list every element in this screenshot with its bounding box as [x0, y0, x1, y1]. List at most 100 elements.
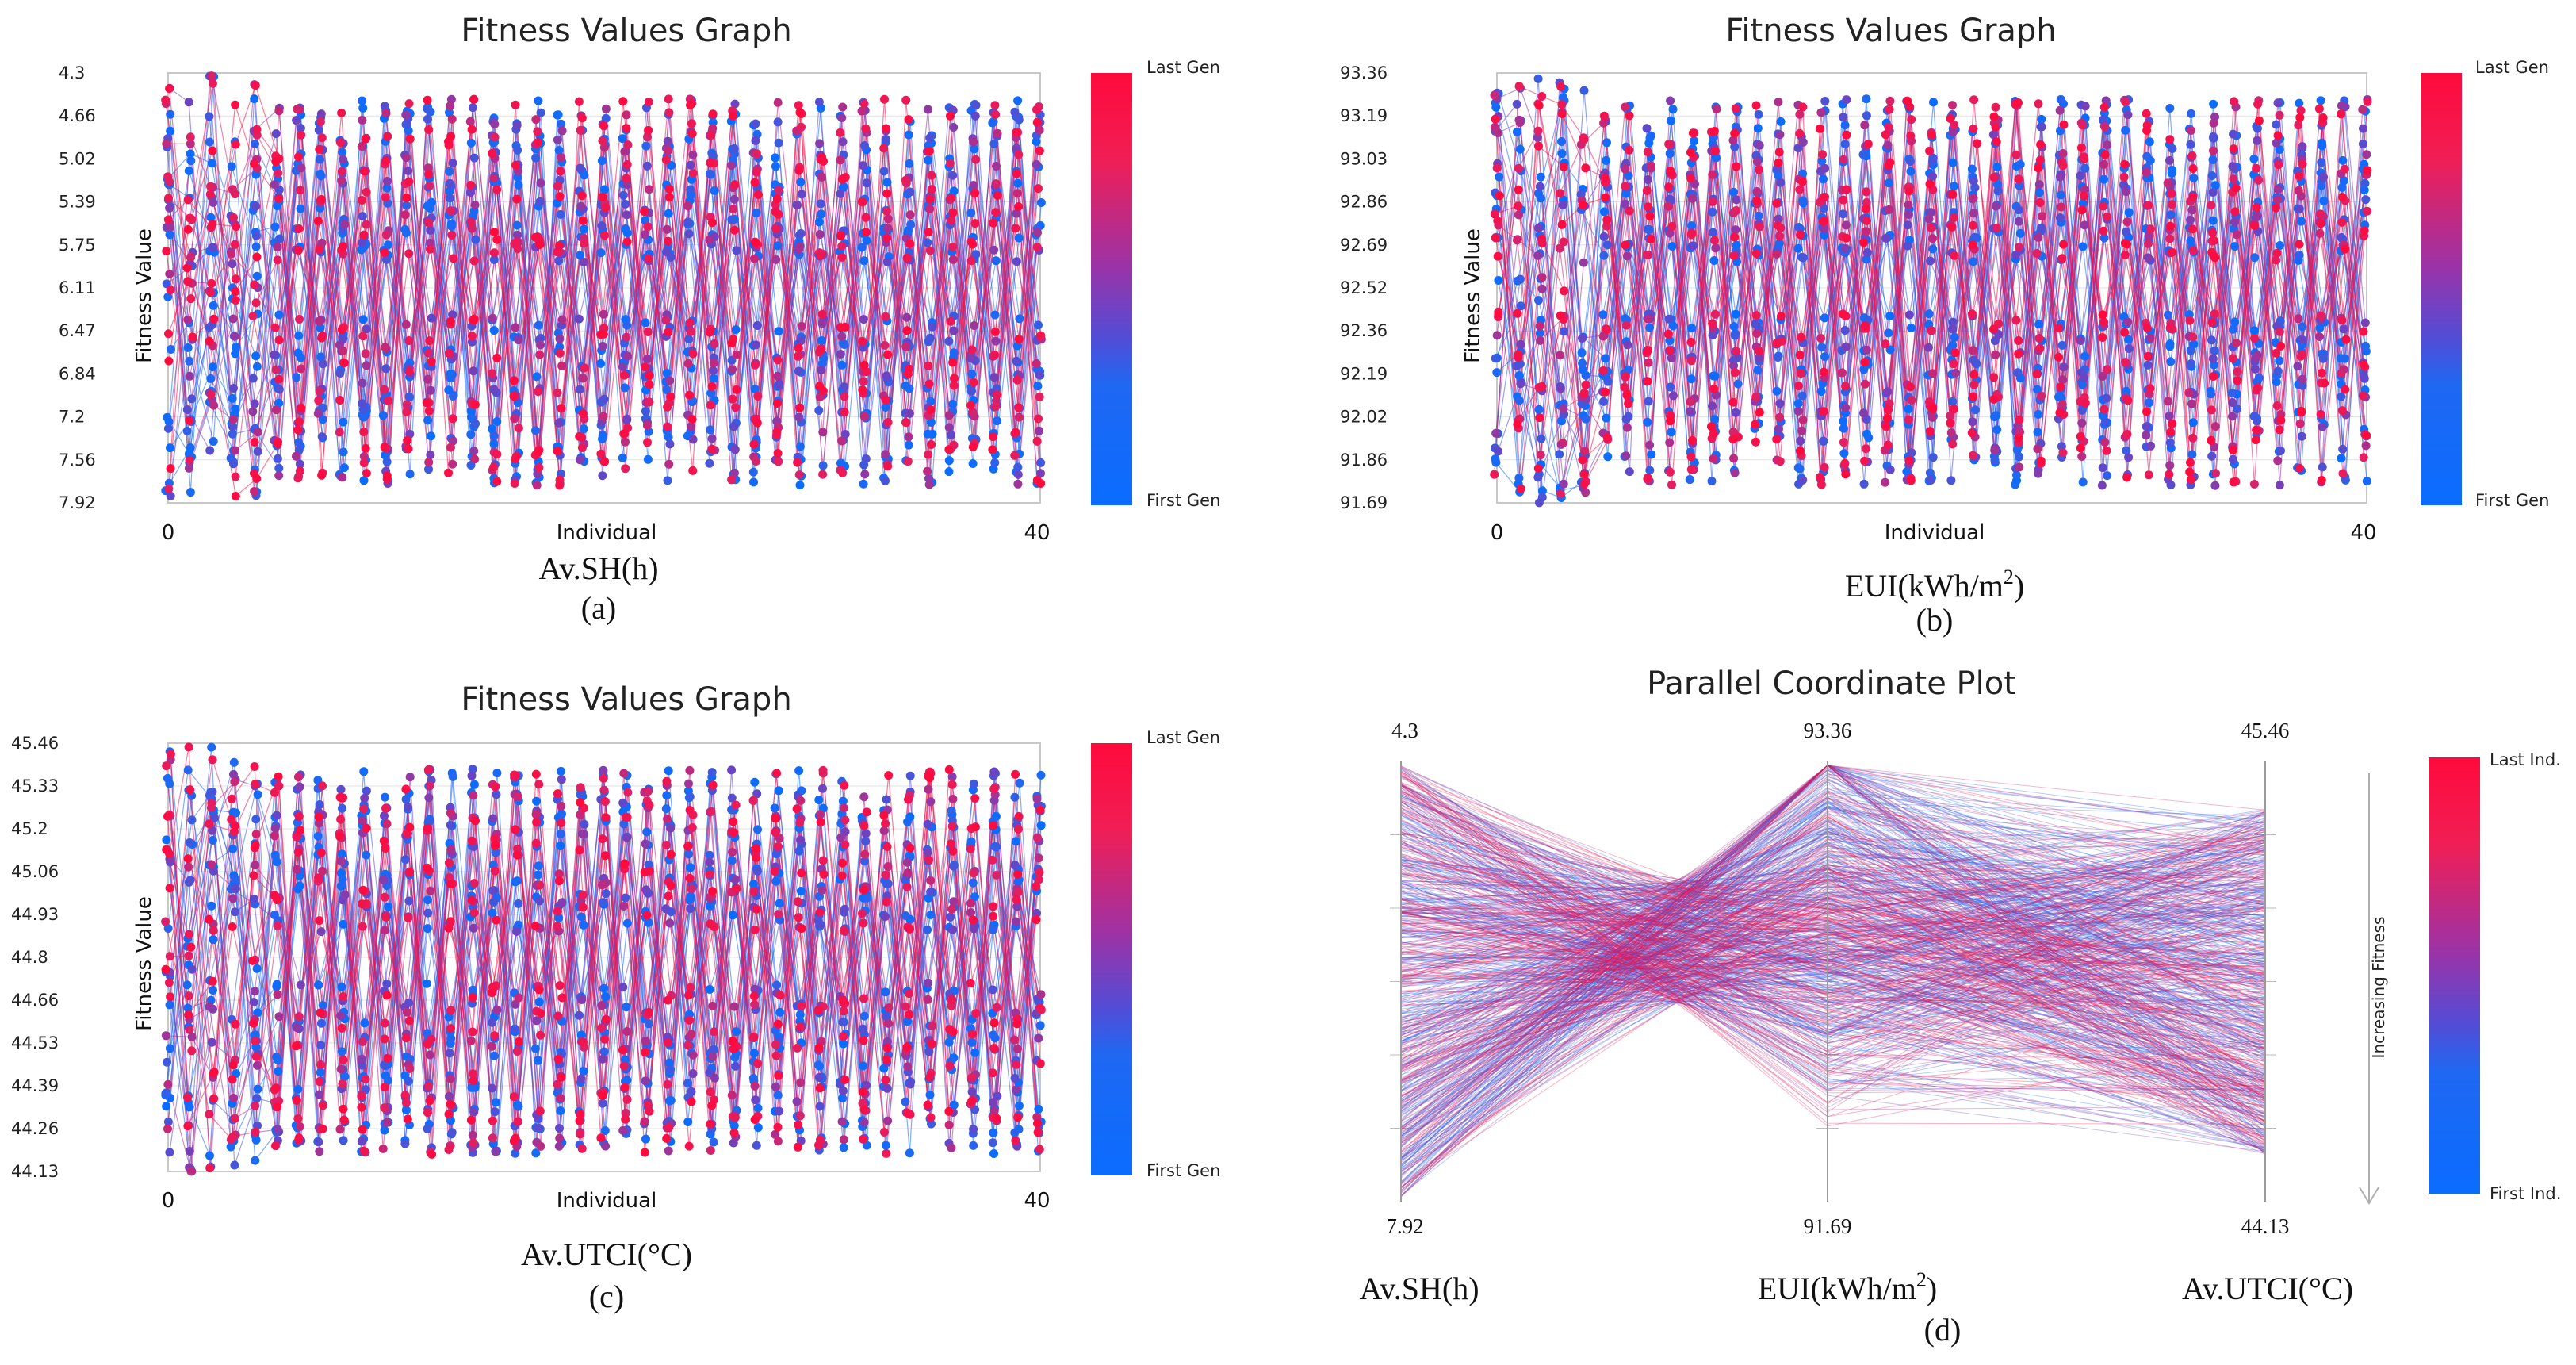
panel-a-point — [750, 237, 760, 247]
panel-b-point — [1664, 314, 1674, 324]
panel-b-point — [1624, 171, 1633, 181]
panel-c-point — [426, 886, 435, 895]
panel-c-point — [619, 769, 629, 778]
panel-a-point — [838, 137, 848, 147]
panel-a-point — [818, 461, 828, 470]
panel-b-point — [1969, 209, 1978, 218]
panel-b-point — [2337, 101, 2346, 110]
panel-b-point — [1798, 253, 1808, 263]
panel-b-point — [1600, 173, 1610, 182]
panel-c-point — [770, 803, 779, 813]
panel-a-point — [817, 319, 827, 328]
panel-c-point — [510, 770, 519, 780]
panel-c-point — [750, 1000, 760, 1009]
panel-c-point — [642, 827, 652, 837]
panel-a-point — [904, 432, 913, 442]
panel-a-point — [861, 454, 871, 463]
panel-a-point — [1032, 436, 1042, 446]
panel-b-point — [1928, 153, 1938, 163]
panel-b-point — [2098, 333, 2107, 342]
panel-b-point — [2253, 124, 2262, 133]
panel-c-point — [444, 1091, 454, 1101]
panel-c-point — [859, 792, 869, 802]
panel-c-point — [837, 1117, 847, 1126]
panel-b-point — [2252, 163, 2261, 173]
panel-b-point — [1992, 201, 2000, 211]
panel-a-point — [1032, 243, 1042, 251]
panel-b-point — [1967, 428, 1977, 438]
panel-c-point — [340, 890, 350, 899]
panel-a-point — [182, 263, 192, 273]
panel-b-point — [2274, 160, 2283, 170]
panel-c-point — [750, 777, 760, 787]
panel-c-point — [946, 912, 955, 922]
panel-a-colorbar — [1091, 73, 1132, 505]
panel-b-point — [2228, 454, 2237, 464]
panel-b-point — [1839, 438, 1848, 447]
panel-a-point — [317, 333, 327, 343]
panel-b-point — [1993, 186, 2003, 196]
panel-c-point — [989, 1149, 998, 1158]
panel-a-point — [686, 422, 695, 431]
panel-a-point — [250, 399, 259, 408]
panel-c-point — [336, 784, 346, 794]
panel-b-point — [2144, 231, 2153, 240]
panel-a-point — [817, 172, 826, 182]
panel-b-point — [2188, 433, 2198, 443]
panel-a-point — [444, 140, 454, 150]
panel-b-point — [1731, 104, 1740, 113]
panel-b-point — [1862, 345, 1871, 355]
panel-b-point — [2032, 385, 2042, 394]
panel-b-point — [1579, 133, 1588, 143]
panel-c-point — [969, 779, 978, 788]
panel-c-point — [469, 1138, 478, 1148]
panel-a-point — [948, 208, 958, 217]
panel-b-point — [1622, 423, 1632, 432]
panel-b-point — [2142, 167, 2151, 177]
panel-b-point — [2297, 431, 2306, 441]
panel-a-point — [1012, 189, 1022, 198]
panel-a-point — [794, 366, 803, 376]
panel-a-point — [862, 178, 871, 188]
panel-b-point — [1514, 353, 1523, 362]
panel-b-point — [2101, 96, 2111, 105]
panel-a-point — [927, 185, 936, 194]
panel-a-point — [186, 149, 195, 159]
panel-b-point — [2254, 116, 2264, 125]
panel-b-point — [2123, 396, 2133, 405]
panel-a-point — [294, 331, 304, 340]
panel-c-point — [423, 765, 433, 775]
panel-c-point — [293, 847, 303, 857]
panel-a-point — [270, 350, 279, 359]
panel-c-point — [948, 795, 958, 803]
panel-b-point — [2316, 409, 2325, 419]
panel-a-point — [404, 99, 414, 109]
panel-a-point — [840, 408, 849, 417]
panel-c-point — [859, 1105, 869, 1114]
panel-b-point — [1820, 313, 1829, 323]
panel-a-point — [729, 205, 738, 213]
panel-c-point — [969, 924, 978, 934]
panel-b-point — [2036, 456, 2046, 466]
panel-b-ytick-label: 92.19 — [1340, 364, 1388, 383]
panel-b-point — [2361, 441, 2371, 451]
panel-a-point — [881, 134, 890, 144]
panel-c-point — [817, 885, 827, 895]
panel-a-colorbar-bottom: First Gen — [1146, 491, 1220, 510]
panel-c-point — [400, 1091, 410, 1100]
panel-a-point — [796, 178, 806, 187]
panel-c-point — [313, 831, 323, 841]
panel-c-point — [884, 1018, 894, 1028]
panel-b-point — [2167, 168, 2176, 178]
panel-a-point — [664, 209, 673, 218]
panel-c-point — [989, 1128, 998, 1137]
panel-a-point — [467, 125, 477, 134]
panel-c-point — [882, 795, 891, 804]
panel-c-point — [249, 998, 258, 1007]
panel-b-point — [1731, 225, 1740, 235]
panel-a-point — [1032, 117, 1042, 127]
panel-a-point — [185, 371, 194, 381]
panel-c-point — [251, 861, 260, 870]
panel-a-point — [858, 161, 867, 171]
panel-c-point — [314, 1137, 323, 1147]
